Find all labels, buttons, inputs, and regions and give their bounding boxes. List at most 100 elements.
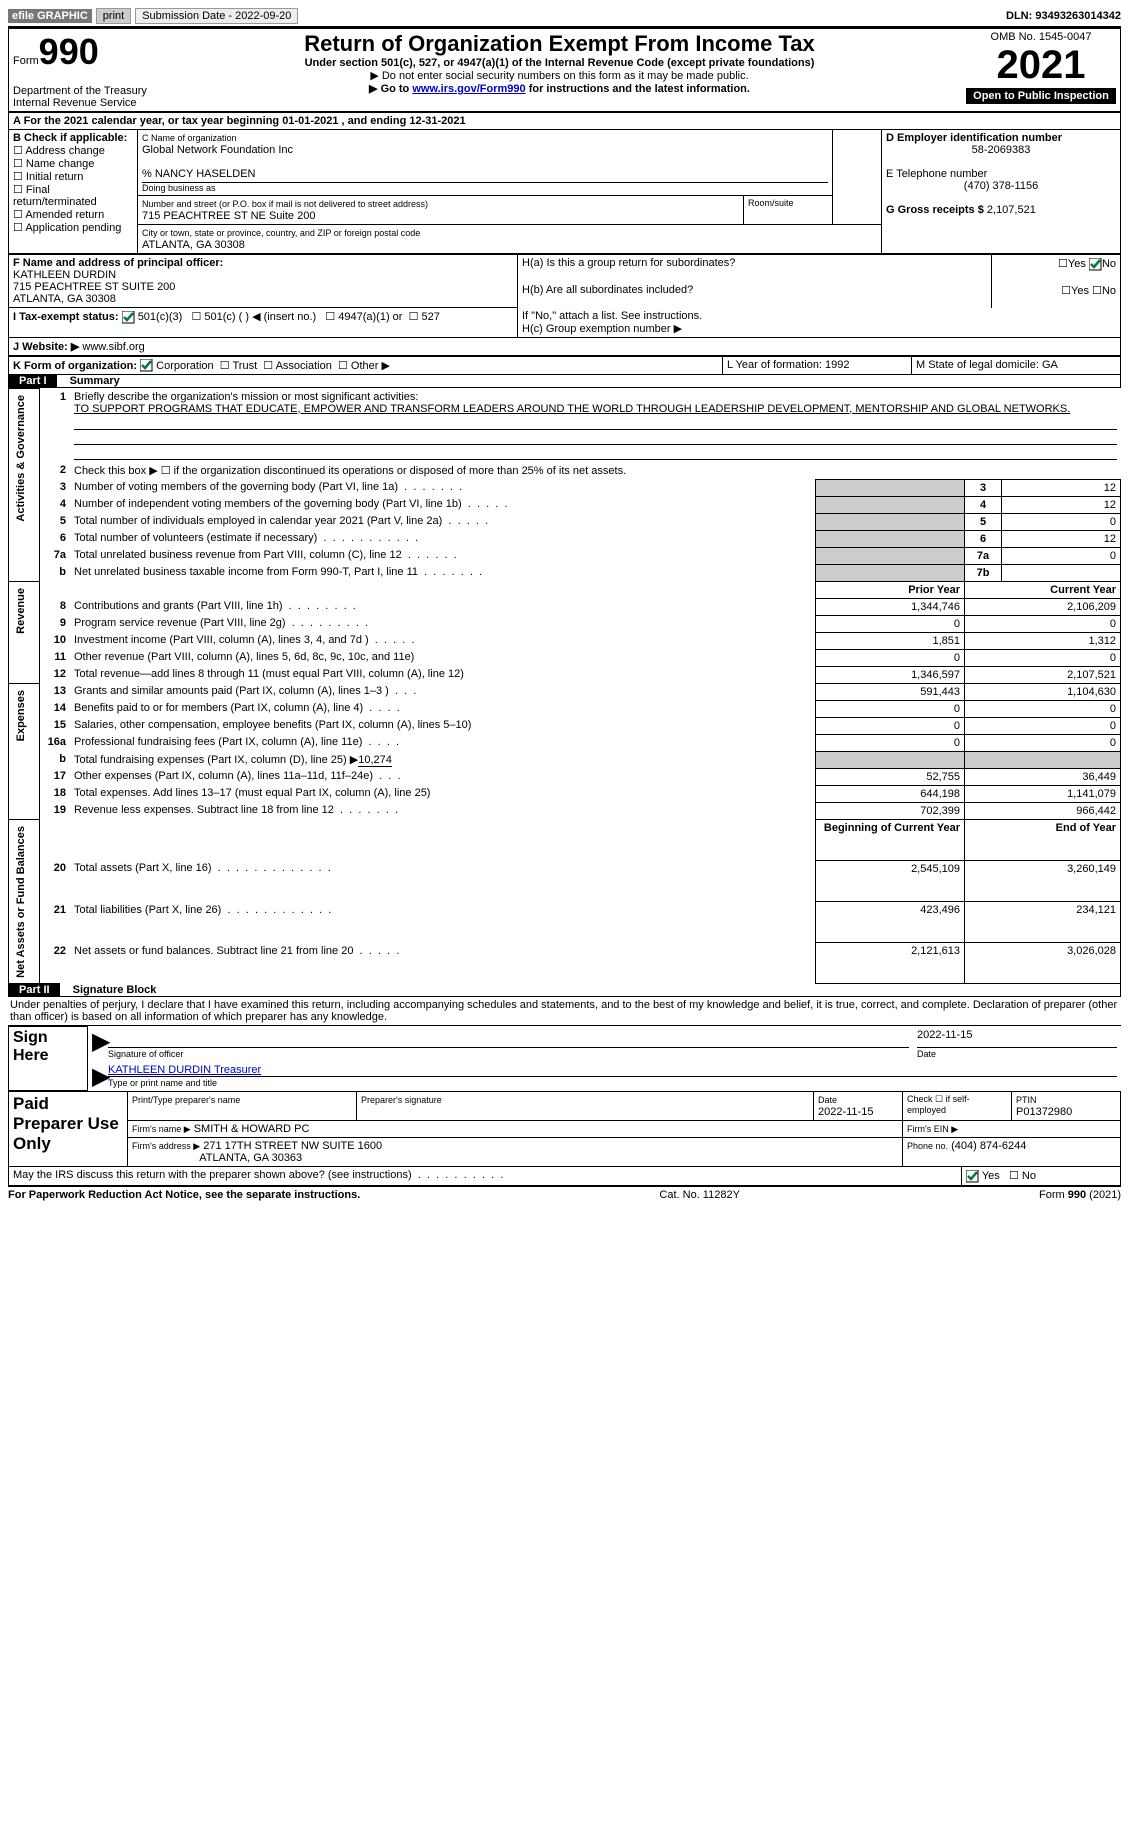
header-table: Form990 Department of the Treasury Inter… (8, 28, 1121, 112)
ha-no-check[interactable] (1089, 258, 1102, 271)
l11: Other revenue (Part VIII, column (A), li… (70, 649, 816, 666)
l4: Number of independent voting members of … (70, 496, 816, 513)
side-netassets: Net Assets or Fund Balances (13, 822, 29, 982)
py14: 0 (816, 700, 965, 717)
py10: 1,851 (816, 632, 965, 649)
sig-date: 2022-11-15 (917, 1029, 1117, 1048)
dept-label-2: Internal Revenue Service (13, 97, 137, 109)
l5: Total number of individuals employed in … (70, 513, 816, 530)
k-trust: Trust (233, 360, 258, 372)
form-subtitle: Under section 501(c), 527, or 4947(a)(1)… (161, 57, 958, 69)
section-a-row: A For the 2021 calendar year, or tax yea… (8, 112, 1121, 254)
addr-label: Number and street (or P.O. box if mail i… (142, 199, 428, 209)
box-f-label: F Name and address of principal officer: (13, 257, 223, 269)
ha-yes[interactable]: ☐Yes (1058, 258, 1086, 270)
city: ATLANTA, GA 30308 (142, 239, 245, 251)
tax-year: 2021 (966, 43, 1116, 88)
side-activities: Activities & Governance (13, 391, 29, 526)
l8: Contributions and grants (Part VIII, lin… (70, 598, 816, 615)
l10: Investment income (Part VIII, column (A)… (70, 632, 816, 649)
p-sig-lbl: Preparer's signature (361, 1095, 442, 1105)
room-label: Room/suite (744, 196, 833, 225)
sig-date-label: Date (917, 1049, 936, 1059)
firm-addr-lbl: Firm's address ▶ (132, 1141, 200, 1151)
py13: 591,443 (816, 683, 965, 700)
firm-ein-lbl: Firm's EIN ▶ (907, 1124, 958, 1134)
org-name: Global Network Foundation Inc (142, 144, 293, 156)
l16b: Total fundraising expenses (Part IX, col… (70, 751, 816, 768)
hdr-ey: End of Year (965, 819, 1121, 860)
check-pending[interactable]: ☐ Application pending (13, 222, 121, 234)
l20: Total assets (Part X, line 16) . . . . .… (70, 860, 816, 901)
ein: 58-2069383 (886, 144, 1116, 156)
may-no: No (1022, 1170, 1036, 1182)
typed-label: Type or print name and title (108, 1078, 217, 1088)
check-initial[interactable]: ☐ Initial return (13, 171, 83, 183)
hdr-by: Beginning of Current Year (816, 819, 965, 860)
part2-header: Part II Signature Block (8, 984, 1121, 997)
k-corp-check[interactable] (140, 359, 153, 372)
hb-no[interactable]: ☐No (1092, 285, 1116, 297)
hb-yes[interactable]: ☐Yes (1061, 285, 1089, 297)
row-l: L Year of formation: 1992 (723, 356, 912, 375)
form-number: 990 (39, 31, 99, 72)
paid-preparer-table: Paid Preparer Use Only Print/Type prepar… (8, 1091, 1121, 1167)
check-addr-change[interactable]: ☐ Address change (13, 145, 105, 157)
section-fh: F Name and address of principal officer:… (8, 254, 1121, 356)
box-e-label: E Telephone number (886, 168, 987, 180)
l1-label: Briefly describe the organization's miss… (74, 391, 418, 403)
l3: Number of voting members of the governin… (70, 479, 816, 496)
dln-label: DLN: 93493263014342 (1006, 10, 1121, 22)
hb-note: If "No," attach a list. See instructions… (522, 310, 1116, 322)
sign-here: Sign Here (9, 1027, 88, 1091)
cy10: 1,312 (965, 632, 1121, 649)
part1-label: Part I (9, 374, 57, 388)
check-amended[interactable]: ☐ Amended return (13, 209, 104, 221)
l19: Revenue less expenses. Subtract line 18 … (70, 802, 816, 819)
box-g-label: G Gross receipts $ (886, 204, 984, 216)
check-name-change[interactable]: ☐ Name change (13, 158, 94, 170)
ha-label: H(a) Is this a group return for subordin… (522, 257, 735, 269)
v6: 12 (1002, 530, 1121, 547)
py16a: 0 (816, 734, 965, 751)
firm-name: SMITH & HOWARD PC (194, 1123, 310, 1135)
ptin-lbl: PTIN (1016, 1095, 1037, 1105)
i-501c: 501(c) ( ) ◀ (insert no.) (204, 311, 316, 323)
form-title: Return of Organization Exempt From Incom… (161, 31, 958, 57)
py11: 0 (816, 649, 965, 666)
footer: For Paperwork Reduction Act Notice, see … (8, 1186, 1121, 1201)
paid-preparer-label: Paid Preparer Use Only (9, 1092, 128, 1167)
py15: 0 (816, 717, 965, 734)
l17: Other expenses (Part IX, column (A), lin… (70, 768, 816, 785)
summary-table: Activities & Governance 1 Briefly descri… (8, 388, 1121, 984)
may-discuss: May the IRS discuss this return with the… (9, 1167, 962, 1185)
typed-name[interactable]: KATHLEEN DURDIN Treasurer (108, 1064, 261, 1076)
care-of: % NANCY HASELDEN (142, 168, 256, 180)
website: www.sibf.org (79, 341, 144, 353)
l16a: Professional fundraising fees (Part IX, … (70, 734, 816, 751)
py12: 1,346,597 (816, 666, 965, 683)
sig-of-label: Signature of officer (108, 1049, 183, 1059)
form-word: Form (13, 55, 39, 67)
l15: Salaries, other compensation, employee b… (70, 717, 816, 734)
efile-badge: efile GRAPHIC (8, 9, 92, 23)
hdr-py: Prior Year (816, 581, 965, 598)
py8: 1,344,746 (816, 598, 965, 615)
may-yes-check[interactable] (966, 1170, 979, 1183)
sign-here-table: Sign Here ▶ Signature of officer 2022-11… (8, 1026, 1121, 1091)
check-final[interactable]: ☐ Final return/terminated (13, 184, 97, 208)
cy12: 2,107,521 (965, 666, 1121, 683)
print-button[interactable]: print (96, 8, 131, 24)
l7a: Total unrelated business revenue from Pa… (70, 547, 816, 564)
l18: Total expenses. Add lines 13–17 (must eq… (70, 785, 816, 802)
row-a-text: A For the 2021 calendar year, or tax yea… (9, 113, 1121, 130)
cy15: 0 (965, 717, 1121, 734)
hb-label: H(b) Are all subordinates included? (522, 284, 693, 296)
v4: 12 (1002, 496, 1121, 513)
cy22: 3,026,028 (965, 943, 1121, 984)
cy9: 0 (965, 615, 1121, 632)
form-note1: ▶ Do not enter social security numbers o… (161, 69, 958, 82)
addr: 715 PEACHTREE ST NE Suite 200 (142, 210, 315, 222)
i-501c3-check[interactable] (122, 311, 135, 324)
form990-link[interactable]: www.irs.gov/Form990 (412, 83, 525, 95)
